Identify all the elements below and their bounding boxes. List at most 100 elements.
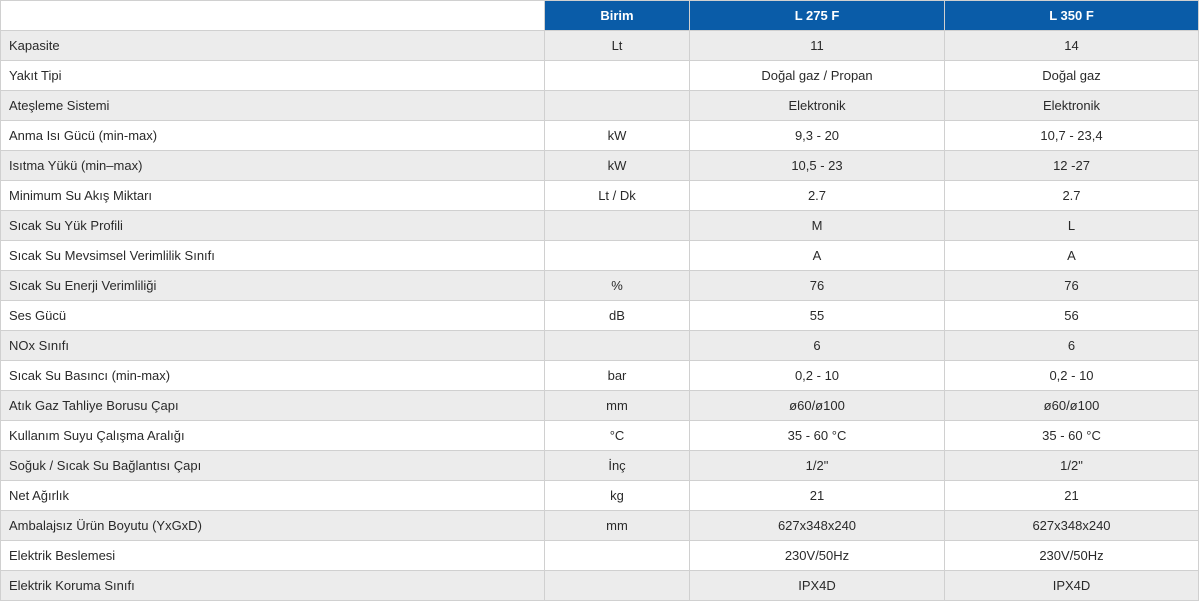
table-row: Kullanım Suyu Çalışma Aralığı°C35 - 60 °… [1, 421, 1199, 451]
table-row: Elektrik Koruma Sınıfı IPX4DIPX4D [1, 571, 1199, 601]
row-label: Ateşleme Sistemi [1, 91, 545, 121]
row-value-a: A [690, 241, 945, 271]
row-unit: Lt [545, 31, 690, 61]
table-row: Ateşleme Sistemi ElektronikElektronik [1, 91, 1199, 121]
table-row: Net Ağırlıkkg2121 [1, 481, 1199, 511]
row-unit: dB [545, 301, 690, 331]
row-value-a: M [690, 211, 945, 241]
row-unit [545, 91, 690, 121]
row-value-b: L [945, 211, 1199, 241]
row-value-b: ø60/ø100 [945, 391, 1199, 421]
table-row: Soğuk / Sıcak Su Bağlantısı Çapıİnç1/2"1… [1, 451, 1199, 481]
row-value-b: 14 [945, 31, 1199, 61]
table-row: KapasiteLt1114 [1, 31, 1199, 61]
row-unit [545, 571, 690, 601]
row-unit: bar [545, 361, 690, 391]
table-row: Isıtma Yükü (min–max)kW10,5 - 2312 -27 [1, 151, 1199, 181]
row-label: Minimum Su Akış Miktarı [1, 181, 545, 211]
row-unit [545, 241, 690, 271]
table-row: Sıcak Su Basıncı (min-max)bar0,2 - 100,2… [1, 361, 1199, 391]
table-row: Ses GücüdB5556 [1, 301, 1199, 331]
row-unit: mm [545, 391, 690, 421]
row-value-b: IPX4D [945, 571, 1199, 601]
row-value-a: ø60/ø100 [690, 391, 945, 421]
table-row: Sıcak Su Yük Profili ML [1, 211, 1199, 241]
row-value-b: 12 -27 [945, 151, 1199, 181]
row-label: Kullanım Suyu Çalışma Aralığı [1, 421, 545, 451]
row-value-a: Elektronik [690, 91, 945, 121]
row-label: Atık Gaz Tahliye Borusu Çapı [1, 391, 545, 421]
row-unit: °C [545, 421, 690, 451]
table-row: Sıcak Su Enerji Verimliliği%7676 [1, 271, 1199, 301]
row-value-a: 21 [690, 481, 945, 511]
table-row: Yakıt Tipi Doğal gaz / PropanDoğal gaz [1, 61, 1199, 91]
row-value-a: 10,5 - 23 [690, 151, 945, 181]
table-body: KapasiteLt1114Yakıt TipiDoğal gaz / Prop… [1, 31, 1199, 601]
row-label: NOx Sınıfı [1, 331, 545, 361]
row-label: Sıcak Su Enerji Verimliliği [1, 271, 545, 301]
row-value-b: 10,7 - 23,4 [945, 121, 1199, 151]
row-value-b: Elektronik [945, 91, 1199, 121]
row-value-b: 1/2" [945, 451, 1199, 481]
table-row: Sıcak Su Mevsimsel Verimlilik Sınıfı AA [1, 241, 1199, 271]
table-row: Elektrik Beslemesi 230V/50Hz230V/50Hz [1, 541, 1199, 571]
row-value-b: 35 - 60 °C [945, 421, 1199, 451]
row-unit: % [545, 271, 690, 301]
row-value-a: 6 [690, 331, 945, 361]
row-value-a: IPX4D [690, 571, 945, 601]
row-value-a: 35 - 60 °C [690, 421, 945, 451]
row-unit: kW [545, 151, 690, 181]
row-label: Sıcak Su Basıncı (min-max) [1, 361, 545, 391]
row-unit: Lt / Dk [545, 181, 690, 211]
row-value-a: 627x348x240 [690, 511, 945, 541]
row-value-a: 9,3 - 20 [690, 121, 945, 151]
row-value-a: 230V/50Hz [690, 541, 945, 571]
row-label: Sıcak Su Mevsimsel Verimlilik Sınıfı [1, 241, 545, 271]
row-value-b: 21 [945, 481, 1199, 511]
table-header-row: Birim L 275 F L 350 F [1, 1, 1199, 31]
table-row: NOx Sınıfı 66 [1, 331, 1199, 361]
row-value-a: 2.7 [690, 181, 945, 211]
row-value-b: A [945, 241, 1199, 271]
row-unit [545, 331, 690, 361]
row-value-b: Doğal gaz [945, 61, 1199, 91]
row-label: Soğuk / Sıcak Su Bağlantısı Çapı [1, 451, 545, 481]
row-label: Ambalajsız Ürün Boyutu (YxGxD) [1, 511, 545, 541]
table-row: Anma Isı Gücü (min-max)kW9,3 - 2010,7 - … [1, 121, 1199, 151]
row-unit [545, 61, 690, 91]
row-value-a: 1/2" [690, 451, 945, 481]
table-row: Atık Gaz Tahliye Borusu Çapımmø60/ø100ø6… [1, 391, 1199, 421]
row-value-b: 627x348x240 [945, 511, 1199, 541]
row-value-b: 230V/50Hz [945, 541, 1199, 571]
row-value-b: 56 [945, 301, 1199, 331]
table-row: Ambalajsız Ürün Boyutu (YxGxD)mm627x348x… [1, 511, 1199, 541]
row-label: Net Ağırlık [1, 481, 545, 511]
row-value-a: Doğal gaz / Propan [690, 61, 945, 91]
row-value-a: 76 [690, 271, 945, 301]
row-unit: İnç [545, 451, 690, 481]
row-label: Kapasite [1, 31, 545, 61]
row-label: Elektrik Beslemesi [1, 541, 545, 571]
row-value-a: 0,2 - 10 [690, 361, 945, 391]
row-label: Elektrik Koruma Sınıfı [1, 571, 545, 601]
row-unit: mm [545, 511, 690, 541]
row-unit [545, 541, 690, 571]
row-unit [545, 211, 690, 241]
specs-table: Birim L 275 F L 350 F KapasiteLt1114Yakı… [0, 0, 1199, 601]
row-value-a: 55 [690, 301, 945, 331]
table-row: Minimum Su Akış MiktarıLt / Dk2.72.7 [1, 181, 1199, 211]
row-label: Yakıt Tipi [1, 61, 545, 91]
row-value-b: 6 [945, 331, 1199, 361]
row-label: Anma Isı Gücü (min-max) [1, 121, 545, 151]
row-label: Sıcak Su Yük Profili [1, 211, 545, 241]
row-value-b: 2.7 [945, 181, 1199, 211]
row-value-a: 11 [690, 31, 945, 61]
header-empty [1, 1, 545, 31]
header-model-b: L 350 F [945, 1, 1199, 31]
row-value-b: 0,2 - 10 [945, 361, 1199, 391]
row-unit: kg [545, 481, 690, 511]
row-label: Isıtma Yükü (min–max) [1, 151, 545, 181]
header-model-a: L 275 F [690, 1, 945, 31]
row-unit: kW [545, 121, 690, 151]
row-value-b: 76 [945, 271, 1199, 301]
